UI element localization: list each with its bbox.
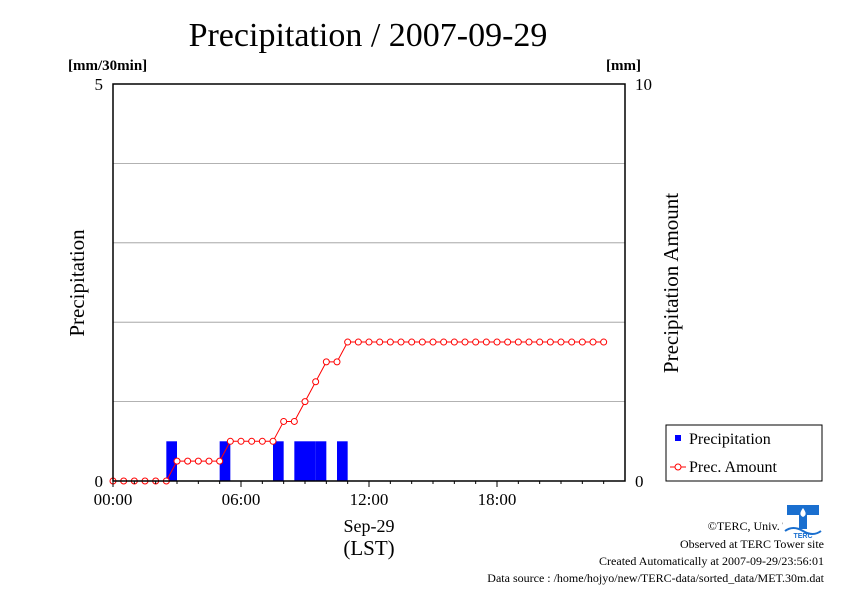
plot-frame (112, 83, 626, 482)
precipitation-bar (315, 441, 327, 481)
amount-point (440, 338, 448, 346)
amount-point (578, 338, 586, 346)
amount-point (493, 338, 501, 346)
x-tick-label: 12:00 (350, 490, 389, 509)
amount-point (536, 338, 544, 346)
legend-amount-marker (674, 463, 682, 471)
amount-point (184, 457, 192, 465)
legend-precipitation-swatch (675, 435, 681, 441)
amount-point (280, 417, 288, 425)
right-tick-label: 10 (635, 75, 652, 94)
legend-box (665, 424, 823, 482)
amount-point (504, 338, 512, 346)
amount-point (525, 338, 533, 346)
right-axis-unit: [mm] (606, 58, 641, 74)
amount-point (237, 437, 245, 445)
x-tick-label: 18:00 (478, 490, 517, 509)
x-axis-zone-label: (LST) (343, 536, 394, 560)
logo-text: TERC (793, 533, 812, 539)
legend: Precipitation Prec. Amount (665, 424, 823, 482)
amount-point (216, 457, 224, 465)
precipitation-bar (273, 441, 284, 481)
amount-point (194, 457, 202, 465)
precipitation-bar (305, 441, 316, 481)
amount-point (514, 338, 522, 346)
amount-point (344, 338, 352, 346)
amount-point (226, 437, 234, 445)
amount-point (173, 457, 181, 465)
amount-point (301, 398, 309, 406)
amount-point (312, 378, 320, 386)
x-axis-ticks: 00:00 06:00 12:00 18:00 (94, 481, 605, 509)
precipitation-bar (337, 441, 348, 481)
amount-point (557, 338, 565, 346)
amount-point (482, 338, 490, 346)
amount-point (418, 338, 426, 346)
x-tick-label: 00:00 (94, 490, 133, 509)
amount-point (386, 338, 394, 346)
amount-point (333, 358, 341, 366)
amount-point (205, 457, 213, 465)
amount-point (568, 338, 576, 346)
gridlines (113, 162, 625, 403)
precipitation-bar (166, 441, 177, 481)
left-tick-label: 0 (95, 472, 104, 491)
amount-series (109, 338, 608, 485)
amount-point (376, 338, 384, 346)
amount-point (461, 338, 469, 346)
footer-source: Data source : /home/hojyo/new/TERC-data/… (487, 571, 824, 585)
x-tick-label: 06:00 (222, 490, 261, 509)
precipitation-bar (294, 441, 305, 481)
amount-point (546, 338, 554, 346)
amount-point (472, 338, 480, 346)
legend-precipitation-label: Precipitation (689, 431, 771, 448)
chart-title: Precipitation / 2007-09-29 (189, 17, 548, 54)
amount-point (450, 338, 458, 346)
amount-point (365, 338, 373, 346)
x-axis-date-label: Sep-29 (344, 516, 395, 536)
left-axis-unit: [mm/30min] (68, 58, 147, 74)
amount-point (354, 338, 362, 346)
right-tick-label: 0 (635, 472, 644, 491)
left-tick-label: 5 (95, 75, 104, 94)
terc-logo: TERC (783, 503, 823, 539)
amount-point (397, 338, 405, 346)
left-axis-label: Precipitation (65, 229, 89, 337)
amount-point (269, 437, 277, 445)
precipitation-bars (166, 441, 348, 481)
amount-point (248, 437, 256, 445)
amount-point (429, 338, 437, 346)
amount-point (322, 358, 330, 366)
footer-created: Created Automatically at 2007-09-29/23:5… (599, 554, 824, 568)
y-axis-ticks: 0 5 0 10 (95, 75, 653, 491)
amount-point (589, 338, 597, 346)
right-axis-label: Precipitation Amount (659, 193, 683, 373)
amount-point (408, 338, 416, 346)
precipitation-bar (219, 441, 231, 481)
amount-point (600, 338, 608, 346)
amount-point (290, 417, 298, 425)
amount-point (258, 437, 266, 445)
footer-observed: Observed at TERC Tower site (679, 537, 824, 551)
legend-amount-label: Prec. Amount (689, 459, 778, 476)
